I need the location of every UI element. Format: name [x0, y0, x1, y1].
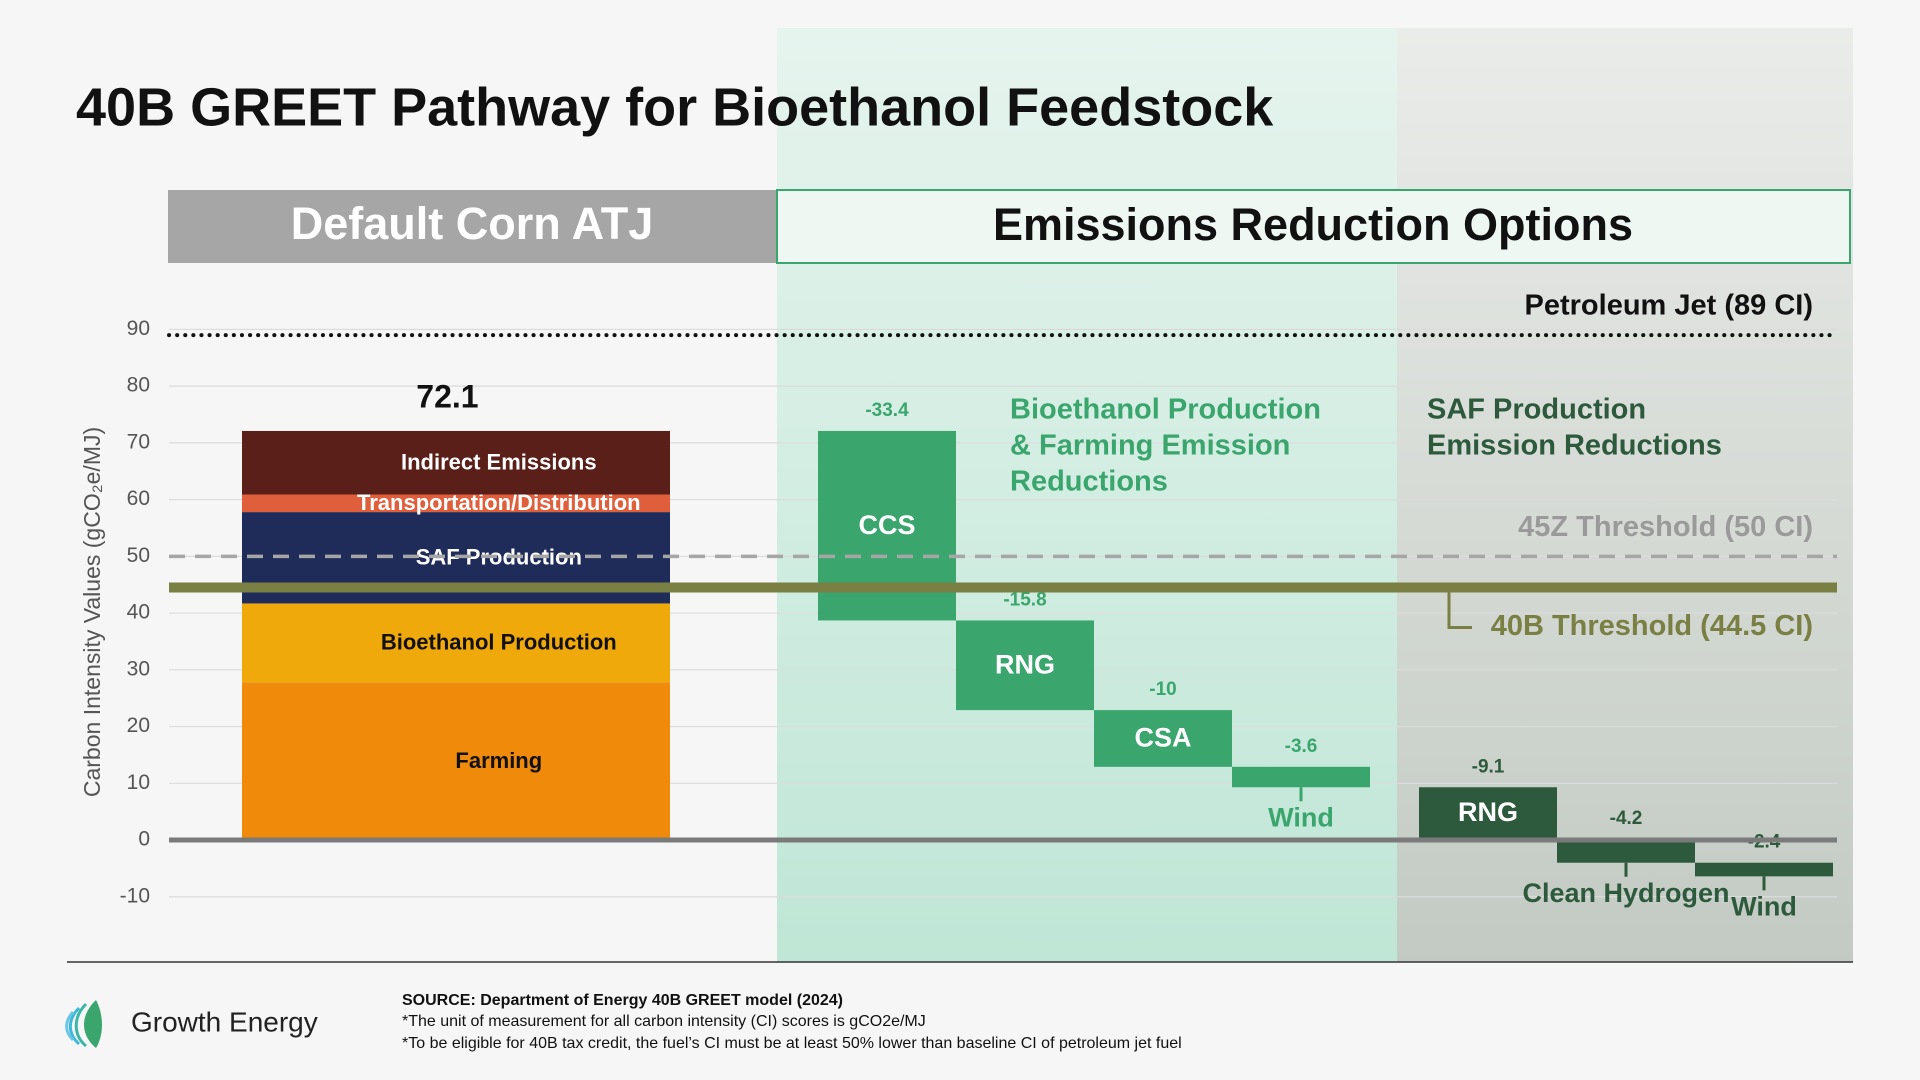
logo-icon: [65, 1000, 102, 1048]
y-tick-label: 60: [127, 487, 150, 510]
stack-segment: [242, 682, 670, 841]
y-tick-label: 20: [127, 714, 150, 737]
step-label: CCS: [858, 510, 915, 540]
logo-text: Growth Energy: [131, 1006, 318, 1037]
group-title: Bioethanol Production: [1010, 394, 1321, 426]
group-title: Emission Reductions: [1427, 430, 1722, 462]
y-tick-label: -10: [120, 884, 150, 907]
step-value: -10: [1149, 679, 1176, 700]
step-bar: [956, 620, 1094, 711]
section-title: Emissions Reduction Options: [993, 199, 1633, 250]
title: 40B GREET Pathway for Bioethanol Feedsto…: [76, 77, 1274, 137]
segment-label: Farming: [455, 748, 542, 773]
step-value: -4.2: [1610, 808, 1643, 829]
threshold-label: 45Z Threshold (50 CI): [1518, 511, 1813, 543]
y-tick-label: 40: [127, 601, 150, 624]
y-tick-label: 10: [127, 771, 150, 794]
segment-label: Indirect Emissions: [401, 450, 597, 475]
step-label: Wind: [1731, 891, 1797, 921]
step-bar: [1094, 710, 1232, 767]
section-header: [168, 190, 777, 263]
step-value: -3.6: [1285, 736, 1318, 757]
note: *The unit of measurement for all carbon …: [402, 1013, 926, 1030]
threshold-connector: [1447, 592, 1472, 630]
y-tick-label: 70: [127, 430, 150, 453]
note: *To be eligible for 40B tax credit, the …: [402, 1035, 1182, 1052]
y-tick-label: 80: [127, 374, 150, 397]
y-axis-label: Carbon Intensity Values (gCO₂e/MJ): [79, 427, 105, 797]
y-tick-label: 30: [127, 657, 150, 680]
stack-segment: [242, 603, 670, 683]
y-tick-label: 90: [127, 317, 150, 340]
step-bar: [1419, 787, 1557, 839]
step-label: RNG: [995, 649, 1055, 679]
step-value: -15.8: [1003, 589, 1046, 610]
step-label: Clean Hydrogen: [1522, 878, 1729, 908]
plot: -10 0 10 20 30 40 50 60 70 80 90 Carbon Intensity V…: [79, 290, 1839, 921]
group-title: Reductions: [1010, 466, 1168, 498]
stack-segment: [242, 430, 670, 495]
step-label: CSA: [1134, 723, 1191, 753]
section-header: [776, 189, 1851, 264]
step-label: Wind: [1268, 802, 1334, 832]
y-tick-label: 50: [127, 544, 150, 567]
section-title: Default Corn ATJ: [291, 198, 654, 249]
group-title: SAF Production: [1427, 394, 1646, 426]
step-label: RNG: [1458, 797, 1518, 827]
source: SOURCE: Department of Energy 40B GREET m…: [402, 992, 843, 1009]
step-value: -9.1: [1472, 756, 1505, 777]
step-bar: [1232, 766, 1370, 788]
total-label: 72.1: [416, 378, 478, 414]
threshold-label: 40B Threshold (44.5 CI): [1491, 610, 1813, 642]
step-bar: [1695, 862, 1833, 877]
threshold-label: Petroleum Jet (89 CI): [1525, 290, 1813, 322]
segment-label: Bioethanol Production: [381, 630, 617, 655]
group-title: & Farming Emission: [1010, 430, 1290, 462]
step-value: -33.4: [865, 400, 909, 421]
y-tick-label: 0: [138, 828, 150, 851]
step-bar: [1557, 838, 1695, 863]
stack-segment: [242, 494, 670, 513]
